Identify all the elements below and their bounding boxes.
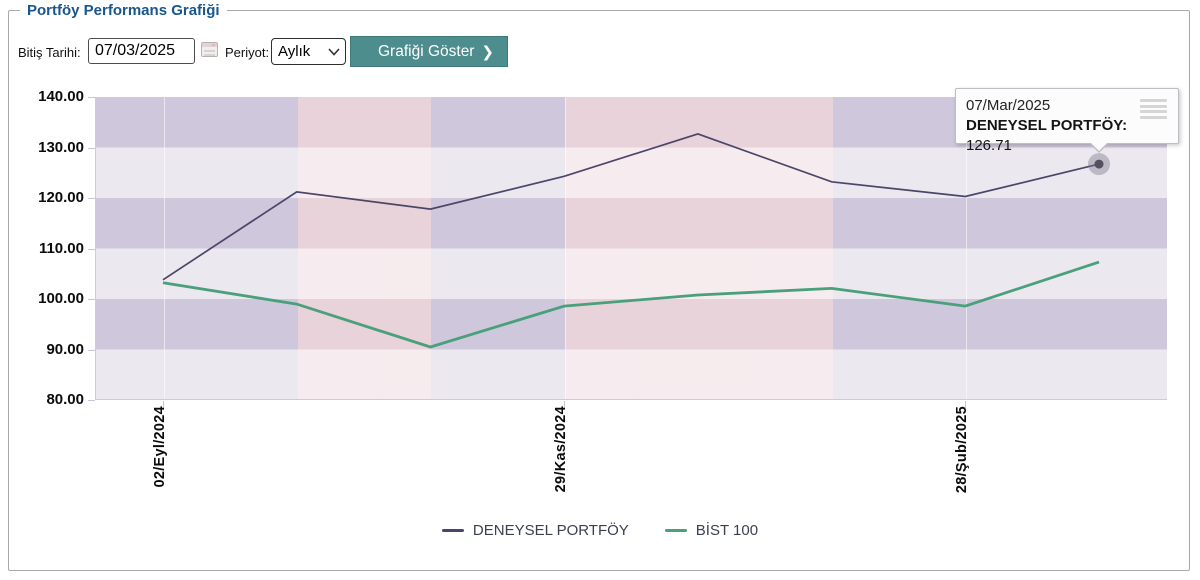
- calendar-icon[interactable]: [201, 42, 218, 57]
- calendar-icon-header: [202, 43, 217, 47]
- x-axis-tick-label: 29/Kas/2024: [553, 406, 570, 493]
- hamburger-menu-icon[interactable]: [1140, 99, 1167, 119]
- x-axis-tick-label: 28/Şub/2025: [954, 406, 971, 494]
- x-axis-tick-mark: [965, 401, 967, 408]
- legend-label: BİST 100: [695, 521, 759, 539]
- tooltip-date: 07/Mar/2025: [966, 97, 1051, 114]
- page-title: Portföy Performans Grafiği: [20, 2, 227, 19]
- legend-label: DENEYSEL PORTFÖY: [472, 521, 629, 539]
- y-axis-tick-label: 130.00: [38, 138, 84, 156]
- chevron-right-icon: ❯: [481, 43, 494, 61]
- chevron-down-icon: [328, 48, 340, 56]
- y-axis-tick-mark: [88, 97, 95, 98]
- y-axis-tick-label: 80.00: [46, 391, 84, 408]
- legend-item-deneysel-portf-y[interactable]: DENEYSEL PORTFÖY: [441, 521, 629, 539]
- end-date-input[interactable]: [88, 38, 195, 64]
- x-axis-tick-mark: [564, 401, 566, 408]
- end-date-label: Bitiş Tarihi:: [18, 45, 81, 60]
- y-axis-tick-label: 120.00: [38, 189, 84, 206]
- plot-highlight-band: [297, 97, 432, 399]
- y-axis-tick-mark: [88, 349, 95, 351]
- legend-line-swatch: [664, 528, 687, 532]
- show-chart-button-label: Grafiği Göster: [378, 42, 475, 60]
- y-axis-tick-mark: [88, 299, 95, 300]
- panel-frame: [8, 10, 1190, 571]
- x-axis-tick-mark: [163, 401, 164, 408]
- y-axis-tick-label: 90.00: [46, 340, 84, 358]
- y-axis-tick-label: 100.00: [38, 290, 84, 307]
- y-axis-tick-mark: [88, 147, 95, 149]
- vertical-gridline: [565, 97, 567, 399]
- calendar-icon-grid: [204, 50, 215, 52]
- vertical-gridline: [164, 97, 165, 399]
- y-axis-tick-label: 110.00: [38, 239, 84, 257]
- period-label: Periyot:: [225, 45, 270, 60]
- tooltip-value-number: 126.71: [966, 137, 1012, 154]
- y-axis-tick-label: 140.00: [38, 88, 84, 105]
- calendar-icon-dot: [212, 44, 215, 46]
- y-axis-tick-mark: [88, 248, 95, 250]
- show-chart-button[interactable]: Grafiği Göster ❯: [350, 36, 508, 67]
- period-select-value: Aylık: [278, 43, 311, 60]
- x-axis-tick-label: 02/Eyl/2024: [152, 406, 168, 488]
- plot-highlight-band: [565, 97, 833, 399]
- chart-legend: DENEYSEL PORTFÖY BİST 100: [0, 516, 1200, 544]
- legend-line-swatch: [441, 528, 464, 532]
- tooltip-series-label: DENEYSEL PORTFÖY:: [966, 117, 1128, 134]
- y-axis-tick-mark: [88, 198, 95, 199]
- period-select[interactable]: Aylık: [271, 38, 346, 65]
- legend-item-bi-st-100[interactable]: BİST 100: [664, 521, 759, 539]
- y-axis-tick-mark: [88, 400, 95, 401]
- calendar-icon-grid: [204, 54, 215, 56]
